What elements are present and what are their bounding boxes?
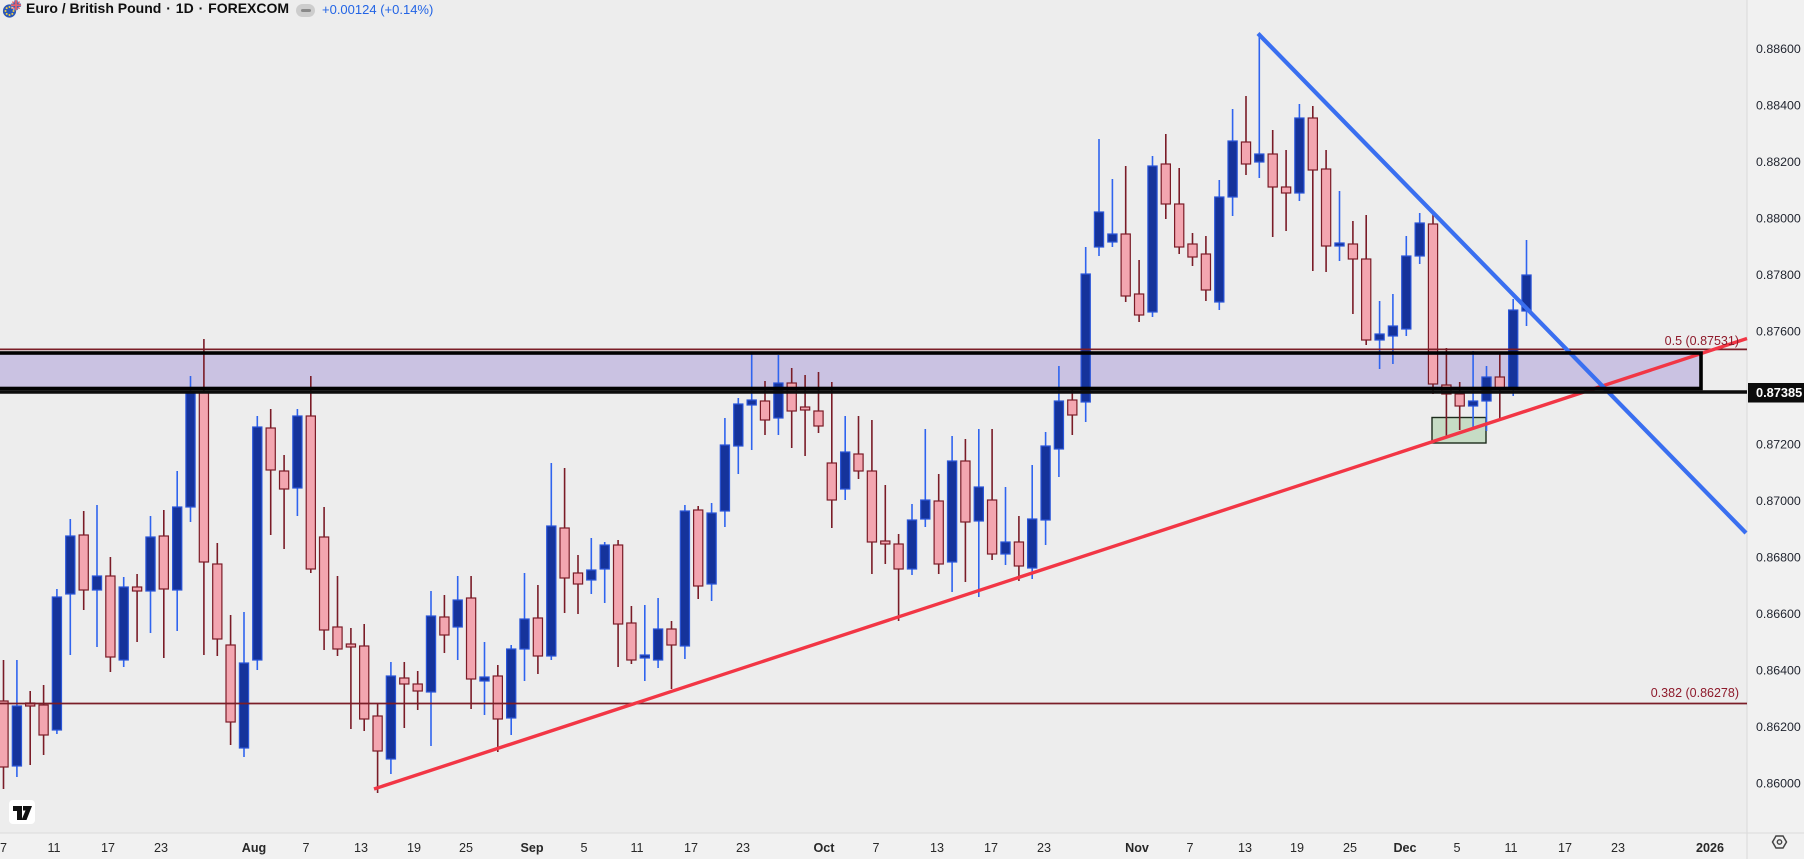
svg-text:11: 11 [47,841,60,855]
svg-text:0.86800: 0.86800 [1756,550,1801,564]
svg-text:0.382 (0.86278): 0.382 (0.86278) [1651,686,1739,700]
svg-text:11: 11 [1504,841,1517,855]
svg-text:7: 7 [0,841,7,855]
svg-text:17: 17 [1558,841,1572,855]
svg-text:2026: 2026 [1696,841,1724,855]
svg-text:0.87600: 0.87600 [1756,324,1801,338]
svg-text:23: 23 [736,841,750,855]
svg-text:7: 7 [1186,841,1193,855]
svg-text:25: 25 [459,841,473,855]
svg-text:0.86000: 0.86000 [1756,776,1801,790]
svg-text:23: 23 [1611,841,1625,855]
svg-text:7: 7 [872,841,879,855]
svg-text:0.88200: 0.88200 [1756,155,1801,169]
svg-text:0.88600: 0.88600 [1756,42,1801,56]
svg-text:11: 11 [630,841,643,855]
svg-text:0.88400: 0.88400 [1756,98,1801,112]
svg-text:25: 25 [1343,841,1357,855]
svg-text:23: 23 [154,841,168,855]
svg-text:0.87000: 0.87000 [1756,494,1801,508]
svg-text:17: 17 [984,841,998,855]
svg-text:23: 23 [1037,841,1051,855]
svg-text:0.86200: 0.86200 [1756,720,1801,734]
svg-text:0.87200: 0.87200 [1756,437,1801,451]
svg-text:0.87385: 0.87385 [1756,385,1802,400]
svg-text:0.5 (0.87531): 0.5 (0.87531) [1665,334,1739,348]
svg-text:Oct: Oct [814,841,836,855]
svg-text:Sep: Sep [520,841,543,855]
svg-text:13: 13 [1238,841,1252,855]
svg-text:19: 19 [1290,841,1304,855]
svg-text:0.87800: 0.87800 [1756,268,1801,282]
svg-text:Nov: Nov [1125,841,1149,855]
svg-text:17: 17 [684,841,698,855]
svg-text:13: 13 [930,841,944,855]
svg-text:Dec: Dec [1393,841,1416,855]
svg-text:0.86400: 0.86400 [1756,663,1801,677]
svg-text:5: 5 [1453,841,1460,855]
svg-text:0.88000: 0.88000 [1756,211,1801,225]
svg-text:19: 19 [407,841,421,855]
svg-text:17: 17 [101,841,115,855]
svg-text:Aug: Aug [242,841,266,855]
svg-text:13: 13 [354,841,368,855]
svg-text:7: 7 [302,841,309,855]
svg-text:5: 5 [580,841,587,855]
svg-text:0.86600: 0.86600 [1756,607,1801,621]
